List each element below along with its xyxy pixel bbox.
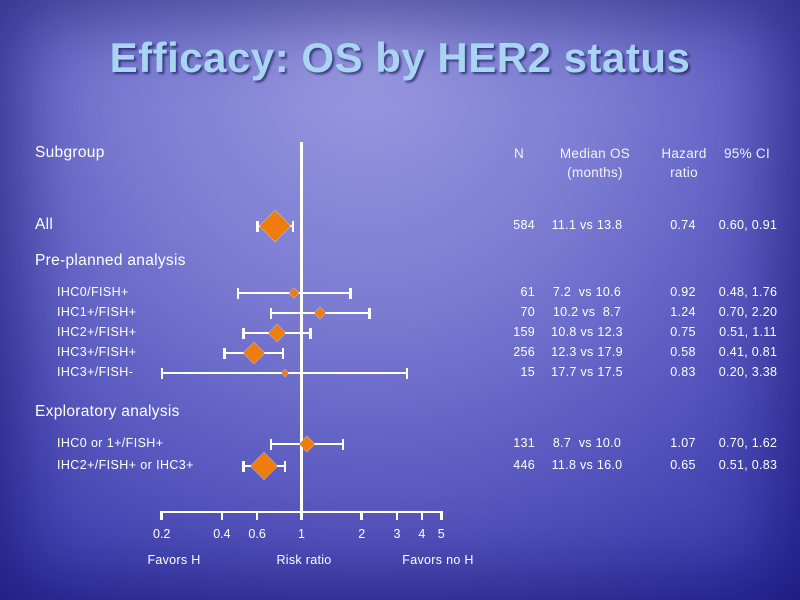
ci-value: 0.41, 0.81 — [718, 345, 778, 359]
axis-tick-label: 1 — [298, 527, 305, 541]
section-label: Pre-planned analysis — [35, 252, 186, 269]
median-os-value: 10.2 vs 8.7 — [552, 305, 622, 319]
ci-value: 0.70, 2.20 — [718, 305, 778, 319]
ci-value: 0.70, 1.62 — [718, 436, 778, 450]
row-label: IHC0 or 1+/FISH+ — [57, 436, 164, 450]
column-header-median-os: Median OS (months) — [559, 146, 631, 180]
ci-cap-left — [223, 347, 226, 359]
median-os-value: 12.3 vs 17.9 — [551, 345, 623, 359]
ci-value: 0.60, 0.91 — [718, 218, 778, 232]
median-os-value: 7.2 vs 10.6 — [552, 285, 622, 299]
ci-cap-left — [269, 307, 273, 319]
axis-tick — [160, 511, 163, 520]
n-value: 159 — [513, 325, 535, 339]
hazard-ratio-marker — [259, 210, 291, 242]
axis-tick-label: 5 — [437, 527, 445, 541]
hazard-ratio-marker — [289, 288, 300, 298]
reference-line — [300, 142, 303, 512]
n-value: 61 — [520, 285, 535, 299]
row-label: IHC0/FISH+ — [57, 285, 129, 299]
ci-cap-right — [405, 367, 409, 379]
axis-caption-favors-no-h: Favors no H — [402, 553, 474, 567]
axis-caption-favors-h: Favors H — [147, 553, 201, 567]
column-header-hazard-ratio: Hazard ratio — [661, 146, 707, 180]
n-value: 70 — [520, 305, 535, 319]
axis-tick — [300, 511, 303, 520]
axis-tick-label: 3 — [393, 527, 401, 541]
median-os-value: 10.8 vs 12.3 — [551, 325, 623, 339]
column-header-n: N — [513, 146, 525, 161]
hazard-ratio-marker — [250, 452, 278, 480]
axis-tick-label: 0.6 — [248, 527, 266, 541]
ci-cap-right — [349, 287, 352, 299]
axis-tick-label: 4 — [418, 527, 426, 541]
axis-tick — [440, 511, 443, 520]
hazard-ratio-value: 0.75 — [670, 325, 696, 339]
ci-value: 0.48, 1.76 — [718, 285, 778, 299]
n-value: 131 — [513, 436, 535, 450]
slide-title: Efficacy: OS by HER2 status — [109, 34, 691, 81]
hazard-ratio-marker — [268, 324, 285, 342]
ci-value: 0.51, 1.11 — [719, 325, 777, 339]
axis-tick-label: 0.4 — [213, 527, 231, 541]
ci-cap-left — [269, 438, 273, 450]
median-os-value: 17.7 vs 17.5 — [551, 365, 623, 379]
median-os-value: 11.1 vs 13.8 — [551, 218, 623, 232]
row-label: IHC2+/FISH+ or IHC3+ — [57, 458, 194, 472]
ci-cap-left — [236, 287, 240, 299]
ci-cap-right — [368, 307, 371, 319]
axis-tick-label: 0.2 — [153, 527, 171, 541]
ci-cap-right — [283, 460, 287, 472]
ci-value: 0.20, 3.38 — [718, 365, 778, 379]
ci-cap-left — [256, 220, 259, 232]
hazard-ratio-value: 0.58 — [670, 345, 696, 359]
median-os-value: 11.8 vs 16.0 — [551, 458, 623, 472]
n-value: 256 — [513, 345, 535, 359]
n-value: 584 — [513, 218, 535, 232]
hazard-ratio-value: 0.74 — [670, 218, 696, 232]
hazard-ratio-value: 0.83 — [670, 365, 696, 379]
axis-tick — [220, 511, 224, 520]
ci-value: 0.51, 0.83 — [718, 458, 778, 472]
n-value: 446 — [513, 458, 535, 472]
axis-caption-risk-ratio: Risk ratio — [276, 553, 332, 567]
axis-tick — [395, 511, 399, 520]
axis-tick — [420, 511, 424, 520]
column-header-95-ci: 95% CI — [723, 146, 771, 161]
n-value: 15 — [520, 365, 535, 379]
axis-tick — [360, 511, 363, 520]
row-label: IHC2+/FISH+ — [57, 325, 137, 339]
ci-cap-right — [341, 438, 345, 450]
ci-cap-right — [291, 220, 295, 232]
row-label: IHC1+/FISH+ — [57, 305, 137, 319]
row-label: IHC3+/FISH+ — [57, 345, 137, 359]
hazard-ratio-value: 0.65 — [670, 458, 696, 472]
ci-cap-left — [160, 367, 164, 379]
subgroup-column-header: Subgroup — [35, 144, 105, 161]
row-label: All — [35, 216, 54, 233]
hazard-ratio-value: 1.07 — [670, 436, 696, 450]
hazard-ratio-marker — [243, 342, 265, 364]
hazard-ratio-value: 1.24 — [670, 305, 696, 319]
hazard-ratio-value: 0.92 — [670, 285, 696, 299]
axis-tick-label: 2 — [358, 527, 366, 541]
hazard-ratio-marker — [314, 307, 326, 319]
axis-tick — [255, 511, 259, 520]
ci-cap-left — [242, 460, 245, 472]
ci-cap-right — [281, 347, 285, 359]
section-label: Exploratory analysis — [35, 403, 180, 420]
hazard-ratio-marker — [281, 369, 289, 377]
row-label: IHC3+/FISH- — [57, 365, 134, 379]
median-os-value: 8.7 vs 10.0 — [552, 436, 622, 450]
ci-cap-right — [309, 327, 312, 339]
ci-cap-left — [242, 327, 245, 339]
